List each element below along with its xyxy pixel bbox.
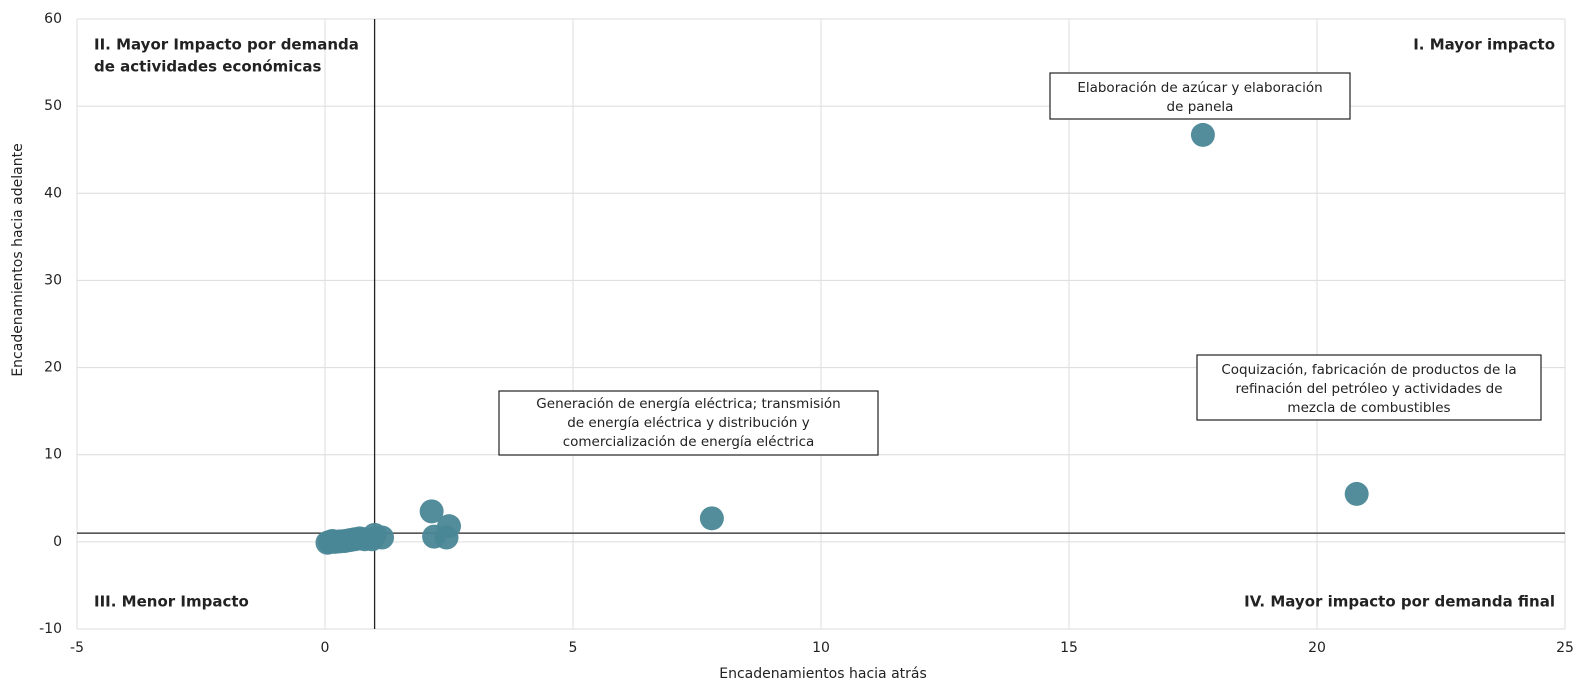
y-tick-label: 20 bbox=[44, 360, 62, 376]
point bbox=[699, 506, 724, 531]
point bbox=[1344, 481, 1369, 506]
annotation-text: refinación del petróleo y actividades de bbox=[1235, 381, 1502, 397]
annotation-box bbox=[498, 390, 879, 456]
y-tick-label: 0 bbox=[53, 534, 62, 550]
x-tick-label: 20 bbox=[1308, 640, 1326, 656]
x-tick-label: 5 bbox=[569, 640, 578, 656]
annotation-text: de energía eléctrica y distribución y bbox=[567, 415, 810, 431]
y-tick-label: -10 bbox=[39, 621, 62, 637]
y-tick-label: 30 bbox=[44, 272, 62, 288]
quadrant-label: II. Mayor Impacto por demanda bbox=[94, 36, 359, 54]
annotation-box bbox=[1196, 354, 1542, 421]
quadrant-label: III. Menor Impacto bbox=[94, 593, 249, 611]
annotation-box bbox=[1049, 72, 1351, 120]
point bbox=[434, 525, 459, 550]
point bbox=[315, 530, 340, 555]
annotation-text: de panela bbox=[1167, 99, 1234, 115]
annotation-text: Elaboración de azúcar y elaboración bbox=[1077, 80, 1322, 96]
x-tick-label: 0 bbox=[321, 640, 330, 656]
point bbox=[1190, 122, 1215, 147]
y-tick-label: 40 bbox=[44, 185, 62, 201]
x-tick-label: -5 bbox=[70, 640, 84, 656]
point bbox=[352, 527, 377, 552]
quadrant-label: de actividades económicas bbox=[94, 58, 321, 76]
annotation-text: comercialización de energía eléctrica bbox=[563, 434, 815, 450]
y-tick-label: 10 bbox=[44, 447, 62, 463]
x-tick-label: 10 bbox=[812, 640, 830, 656]
x-axis-title: Encadenamientos hacia atrás bbox=[719, 666, 927, 682]
annotation-text: Generación de energía eléctrica; transmi… bbox=[536, 396, 840, 412]
annotation-text: Coquización, fabricación de productos de… bbox=[1221, 362, 1516, 378]
point bbox=[419, 499, 444, 524]
y-axis-title: Encadenamientos hacia adelante bbox=[10, 143, 26, 376]
x-tick-label: 15 bbox=[1060, 640, 1078, 656]
x-tick-label: 25 bbox=[1556, 640, 1574, 656]
y-tick-label: 50 bbox=[44, 98, 62, 114]
annotation-text: mezcla de combustibles bbox=[1287, 400, 1450, 416]
quadrant-label: IV. Mayor impacto por demanda final bbox=[1244, 593, 1555, 611]
quadrant-label: I. Mayor impacto bbox=[1413, 36, 1555, 54]
y-tick-label: 60 bbox=[44, 11, 62, 27]
